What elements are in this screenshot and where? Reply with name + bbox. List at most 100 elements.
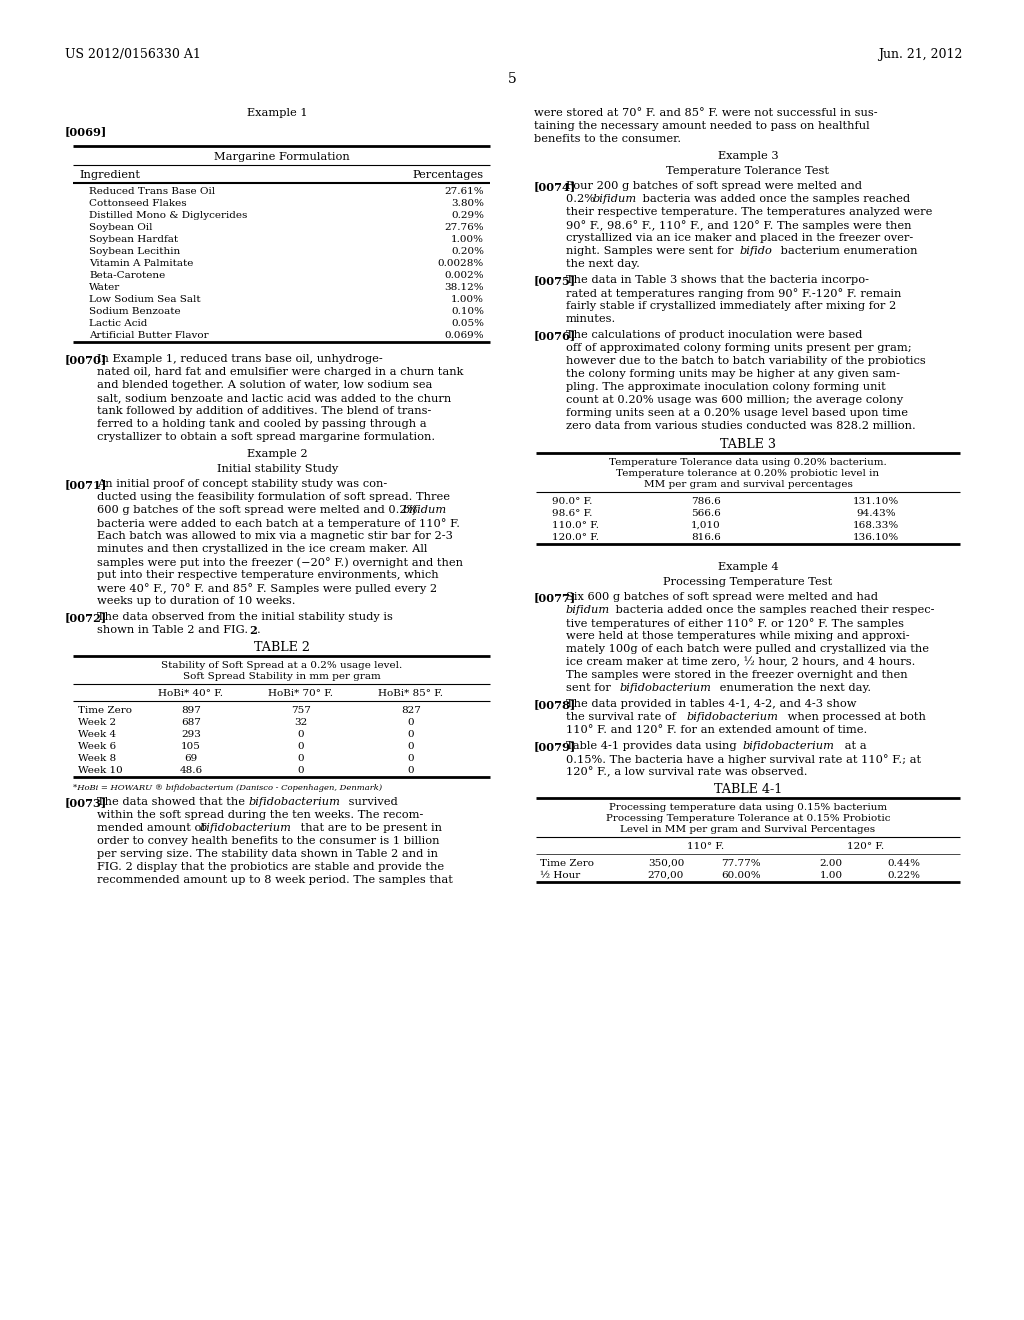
Text: 897: 897 (181, 706, 201, 715)
Text: [0076]: [0076] (534, 330, 577, 341)
Text: bacteria was added once the samples reached: bacteria was added once the samples reac… (639, 194, 910, 205)
Text: The samples were stored in the freezer overnight and then: The samples were stored in the freezer o… (566, 671, 907, 680)
Text: The data observed from the initial stability study is: The data observed from the initial stabi… (97, 612, 393, 622)
Text: 1.00%: 1.00% (451, 294, 484, 304)
Text: bacterium enumeration: bacterium enumeration (777, 246, 918, 256)
Text: 0.22%: 0.22% (888, 871, 921, 880)
Text: [0074]: [0074] (534, 181, 577, 191)
Text: Water: Water (89, 282, 120, 292)
Text: Jun. 21, 2012: Jun. 21, 2012 (878, 48, 962, 61)
Text: [0079]: [0079] (534, 741, 577, 752)
Text: [0078]: [0078] (534, 700, 577, 710)
Text: enumeration the next day.: enumeration the next day. (716, 682, 871, 693)
Text: Each batch was allowed to mix via a magnetic stir bar for 2-3: Each batch was allowed to mix via a magn… (97, 531, 453, 541)
Text: 0.05%: 0.05% (451, 319, 484, 327)
Text: when processed at both: when processed at both (784, 711, 926, 722)
Text: 0.10%: 0.10% (451, 308, 484, 315)
Text: benefits to the consumer.: benefits to the consumer. (534, 135, 681, 144)
Text: 27.76%: 27.76% (444, 223, 484, 232)
Text: bifidobacterium: bifidobacterium (620, 682, 712, 693)
Text: fairly stable if crystallized immediately after mixing for 2: fairly stable if crystallized immediatel… (566, 301, 896, 312)
Text: 60.00%: 60.00% (721, 871, 761, 880)
Text: The data in Table 3 shows that the bacteria incorpo-: The data in Table 3 shows that the bacte… (566, 275, 869, 285)
Text: Stability of Soft Spread at a 0.2% usage level.: Stability of Soft Spread at a 0.2% usage… (161, 661, 402, 671)
Text: sent for: sent for (566, 682, 614, 693)
Text: 827: 827 (401, 706, 421, 715)
Text: Example 2: Example 2 (247, 449, 308, 459)
Text: the survival rate of: the survival rate of (566, 711, 680, 722)
Text: HoBi* 85° F.: HoBi* 85° F. (379, 689, 443, 698)
Text: that are to be present in: that are to be present in (297, 822, 442, 833)
Text: bifidobacterium: bifidobacterium (687, 711, 779, 722)
Text: TABLE 2: TABLE 2 (254, 642, 309, 653)
Text: MM per gram and survival percentages: MM per gram and survival percentages (643, 480, 852, 488)
Text: put into their respective temperature environments, which: put into their respective temperature en… (97, 570, 438, 579)
Text: The data provided in tables 4-1, 4-2, and 4-3 show: The data provided in tables 4-1, 4-2, an… (566, 700, 856, 709)
Text: 90° F., 98.6° F., 110° F., and 120° F. The samples were then: 90° F., 98.6° F., 110° F., and 120° F. T… (566, 220, 911, 231)
Text: Beta-Carotene: Beta-Carotene (89, 271, 165, 280)
Text: bacteria were added to each batch at a temperature of 110° F.: bacteria were added to each batch at a t… (97, 517, 460, 529)
Text: 0: 0 (408, 718, 415, 727)
Text: pling. The approximate inoculation colony forming unit: pling. The approximate inoculation colon… (566, 381, 886, 392)
Text: 0: 0 (408, 742, 415, 751)
Text: 2: 2 (249, 624, 257, 636)
Text: 0.20%: 0.20% (451, 247, 484, 256)
Text: salt, sodium benzoate and lactic acid was added to the churn: salt, sodium benzoate and lactic acid wa… (97, 393, 452, 403)
Text: shown in Table 2 and FIG.: shown in Table 2 and FIG. (97, 624, 252, 635)
Text: 687: 687 (181, 718, 201, 727)
Text: crystallizer to obtain a soft spread margarine formulation.: crystallizer to obtain a soft spread mar… (97, 432, 435, 442)
Text: Week 10: Week 10 (78, 766, 123, 775)
Text: Lactic Acid: Lactic Acid (89, 319, 147, 327)
Text: and blended together. A solution of water, low sodium sea: and blended together. A solution of wate… (97, 380, 432, 389)
Text: An initial proof of concept stability study was con-: An initial proof of concept stability st… (97, 479, 387, 488)
Text: Margarine Formulation: Margarine Formulation (214, 152, 349, 162)
Text: 0.069%: 0.069% (444, 331, 484, 341)
Text: Temperature tolerance at 0.20% probiotic level in: Temperature tolerance at 0.20% probiotic… (616, 469, 880, 478)
Text: were stored at 70° F. and 85° F. were not successful in sus-: were stored at 70° F. and 85° F. were no… (534, 108, 878, 117)
Text: ice cream maker at time zero, ½ hour, 2 hours, and 4 hours.: ice cream maker at time zero, ½ hour, 2 … (566, 657, 915, 668)
Text: TABLE 3: TABLE 3 (720, 438, 776, 451)
Text: 3.80%: 3.80% (451, 199, 484, 209)
Text: In Example 1, reduced trans base oil, unhydroge-: In Example 1, reduced trans base oil, un… (97, 354, 383, 364)
Text: samples were put into the freezer (−20° F.) overnight and then: samples were put into the freezer (−20° … (97, 557, 463, 568)
Text: 270,00: 270,00 (648, 871, 684, 880)
Text: Processing temperature data using 0.15% bacterium: Processing temperature data using 0.15% … (609, 803, 887, 812)
Text: 94.43%: 94.43% (856, 510, 896, 517)
Text: 0: 0 (298, 766, 304, 775)
Text: Soybean Hardfat: Soybean Hardfat (89, 235, 178, 244)
Text: 0.0028%: 0.0028% (437, 259, 484, 268)
Text: Example 4: Example 4 (718, 562, 778, 572)
Text: 293: 293 (181, 730, 201, 739)
Text: 168.33%: 168.33% (853, 521, 899, 531)
Text: minutes.: minutes. (566, 314, 616, 323)
Text: 5: 5 (508, 73, 516, 86)
Text: Low Sodium Sea Salt: Low Sodium Sea Salt (89, 294, 201, 304)
Text: [0073]: [0073] (65, 797, 108, 808)
Text: count at 0.20% usage was 600 million; the average colony: count at 0.20% usage was 600 million; th… (566, 395, 903, 405)
Text: 120° F., a low survival rate was observed.: 120° F., a low survival rate was observe… (566, 767, 808, 777)
Text: Time Zero: Time Zero (540, 859, 594, 869)
Text: Processing Temperature Tolerance at 0.15% Probiotic: Processing Temperature Tolerance at 0.15… (606, 814, 890, 822)
Text: 0: 0 (298, 754, 304, 763)
Text: zero data from various studies conducted was 828.2 million.: zero data from various studies conducted… (566, 421, 915, 432)
Text: bifidum: bifidum (403, 506, 447, 515)
Text: bifidobacterium: bifidobacterium (743, 741, 835, 751)
Text: Four 200 g batches of soft spread were melted and: Four 200 g batches of soft spread were m… (566, 181, 862, 191)
Text: Example 3: Example 3 (718, 150, 778, 161)
Text: off of approximated colony forming units present per gram;: off of approximated colony forming units… (566, 343, 911, 352)
Text: at a: at a (841, 741, 866, 751)
Text: Example 1: Example 1 (247, 108, 308, 117)
Text: minutes and then crystallized in the ice cream maker. All: minutes and then crystallized in the ice… (97, 544, 427, 554)
Text: bifidum: bifidum (593, 194, 637, 205)
Text: .: . (257, 624, 261, 635)
Text: Soybean Lecithin: Soybean Lecithin (89, 247, 180, 256)
Text: 110.0° F.: 110.0° F. (552, 521, 599, 531)
Text: FIG. 2 display that the probiotics are stable and provide the: FIG. 2 display that the probiotics are s… (97, 862, 444, 873)
Text: 0.29%: 0.29% (451, 211, 484, 220)
Text: *HoBi = HOWARU ® bifidobacterium (Danisco - Copenhagen, Denmark): *HoBi = HOWARU ® bifidobacterium (Danisc… (73, 784, 382, 792)
Text: Level in MM per gram and Survival Percentages: Level in MM per gram and Survival Percen… (621, 825, 876, 834)
Text: were held at those temperatures while mixing and approxi-: were held at those temperatures while mi… (566, 631, 909, 642)
Text: 120° F.: 120° F. (848, 842, 885, 851)
Text: the colony forming units may be higher at any given sam-: the colony forming units may be higher a… (566, 370, 900, 379)
Text: were 40° F., 70° F. and 85° F. Samples were pulled every 2: were 40° F., 70° F. and 85° F. Samples w… (97, 583, 437, 594)
